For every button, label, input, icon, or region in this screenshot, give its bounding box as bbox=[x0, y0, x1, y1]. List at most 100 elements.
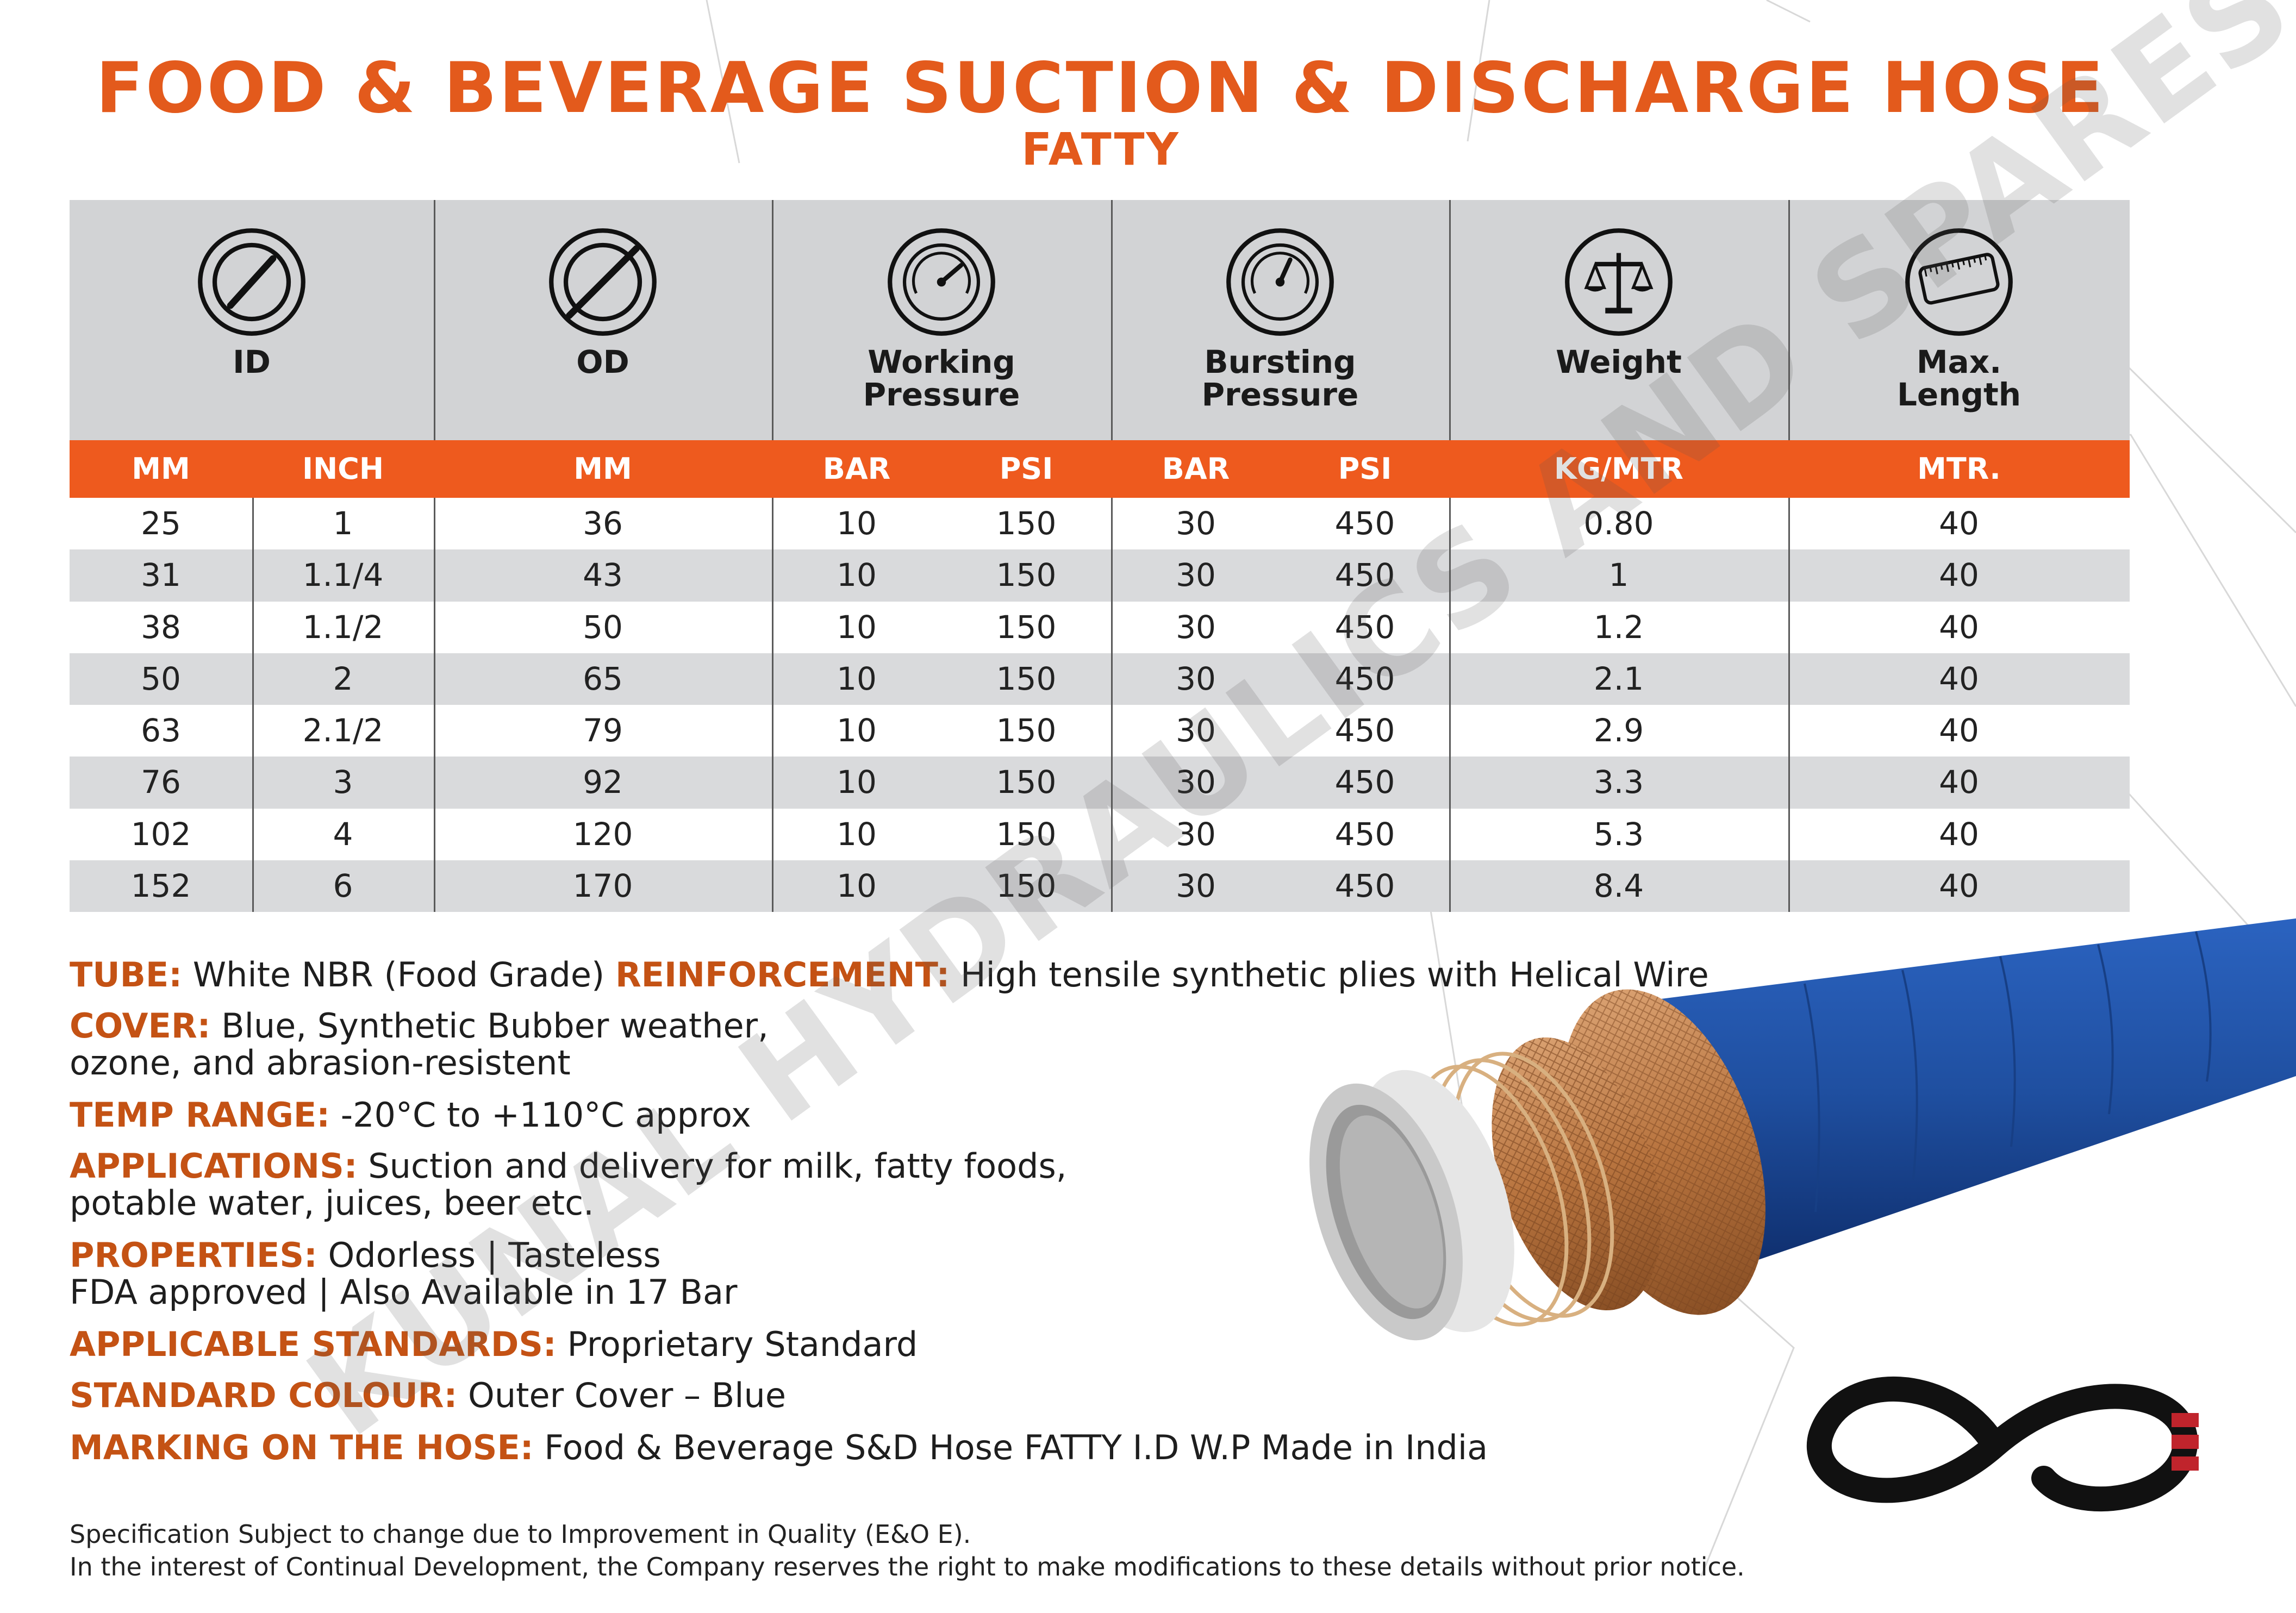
divider bbox=[434, 705, 435, 757]
table-row: 152 6 170 10 150 30 450 8.4 40 bbox=[70, 860, 2130, 912]
table-row: 63 2.1/2 79 10 150 30 450 2.9 40 bbox=[70, 705, 2130, 757]
table-cell: 92 bbox=[583, 764, 623, 801]
divider bbox=[772, 705, 773, 757]
divider bbox=[1111, 653, 1113, 705]
table-cell: 2.1/2 bbox=[302, 712, 384, 749]
divider bbox=[1449, 653, 1451, 705]
header-od-label: OD bbox=[576, 343, 629, 380]
table-cell: 450 bbox=[1334, 608, 1395, 646]
table-cell: 30 bbox=[1176, 557, 1216, 594]
divider bbox=[252, 498, 254, 550]
divider bbox=[1449, 549, 1451, 602]
table-cell: 2 bbox=[333, 660, 353, 697]
spec-label: APPLICABLE STANDARDS: bbox=[70, 1324, 557, 1364]
header-bursting-pressure: Bursting Pressure bbox=[1111, 200, 1449, 440]
page-title: FOOD & BEVERAGE SUCTION & DISCHARGE HOSE bbox=[96, 48, 2106, 129]
table-cell: 43 bbox=[583, 557, 623, 594]
table-cell: 10 bbox=[837, 660, 877, 697]
table-cell: 36 bbox=[583, 505, 623, 542]
divider bbox=[1111, 860, 1113, 912]
spec-label: MARKING ON THE HOSE: bbox=[70, 1428, 534, 1467]
divider bbox=[252, 705, 254, 757]
table-cell: 170 bbox=[572, 867, 633, 905]
pressure-gauge-icon bbox=[888, 228, 995, 336]
divider bbox=[1788, 705, 1790, 757]
divider bbox=[252, 860, 254, 912]
header-working-pressure: Working Pressure bbox=[772, 200, 1111, 440]
table-cell: 65 bbox=[583, 660, 623, 697]
divider bbox=[1111, 498, 1113, 550]
divider bbox=[772, 498, 773, 550]
table-cell: 40 bbox=[1939, 712, 1979, 749]
table-cell: 450 bbox=[1334, 815, 1395, 853]
unit-weight: KG/MTR bbox=[1553, 452, 1684, 486]
table-cell: 30 bbox=[1176, 867, 1216, 905]
divider bbox=[772, 860, 773, 912]
divider bbox=[1449, 757, 1451, 809]
table-cell: 150 bbox=[996, 557, 1057, 594]
divider bbox=[252, 549, 254, 602]
unit-header-row: MM INCH MM BAR PSI BAR PSI KG/MTR MTR. bbox=[70, 440, 2130, 498]
divider bbox=[1788, 601, 1790, 653]
table-cell: 102 bbox=[130, 815, 191, 853]
table-cell: 1 bbox=[1608, 557, 1629, 594]
divider bbox=[1111, 808, 1113, 861]
table-cell: 38 bbox=[141, 608, 181, 646]
divider bbox=[772, 808, 773, 861]
table-cell: 30 bbox=[1176, 505, 1216, 542]
divider bbox=[1449, 200, 1451, 440]
spec-tube: TUBE: White NBR (Food Grade) REINFORCEME… bbox=[70, 956, 1709, 993]
divider bbox=[1788, 757, 1790, 809]
spec-value: Food & Beverage S&D Hose FATTY I.D W.P M… bbox=[533, 1428, 1488, 1467]
table-cell: 1.1/4 bbox=[302, 557, 384, 594]
table-cell: 10 bbox=[837, 712, 877, 749]
table-cell: 3 bbox=[333, 764, 353, 801]
table-cell: 40 bbox=[1939, 505, 1979, 542]
table-row: 76 3 92 10 150 30 450 3.3 40 bbox=[70, 757, 2130, 809]
unit-wp-psi: PSI bbox=[999, 452, 1053, 486]
spec-label: REINFORCEMENT: bbox=[615, 955, 950, 995]
table-cell: 30 bbox=[1176, 764, 1216, 801]
table-cell: 120 bbox=[572, 815, 633, 853]
table-cell: 150 bbox=[996, 505, 1057, 542]
divider bbox=[252, 808, 254, 861]
unit-id-inch: INCH bbox=[302, 452, 384, 486]
table-cell: 50 bbox=[141, 660, 181, 697]
spec-properties-cont: FDA approved | Also Available in 17 Bar bbox=[70, 1272, 738, 1312]
spec-value: Suction and delivery for milk, fatty foo… bbox=[357, 1146, 1067, 1186]
divider bbox=[772, 200, 773, 440]
spec-label: TUBE: bbox=[70, 955, 183, 995]
divider bbox=[434, 549, 435, 602]
divider bbox=[772, 601, 773, 653]
table-cell: 40 bbox=[1939, 557, 1979, 594]
table-cell: 450 bbox=[1334, 557, 1395, 594]
table-cell: 150 bbox=[996, 608, 1057, 646]
divider bbox=[772, 757, 773, 809]
spec-value: -20°C to +110°C approx bbox=[330, 1095, 751, 1135]
divider bbox=[1111, 549, 1113, 602]
table-cell: 150 bbox=[996, 660, 1057, 697]
table-cell: 10 bbox=[837, 557, 877, 594]
table-row: 25 1 36 10 150 30 450 0.80 40 bbox=[70, 498, 2130, 550]
table-cell: 31 bbox=[141, 557, 181, 594]
measuring-tape-icon bbox=[1905, 228, 2013, 336]
unit-bp-psi: PSI bbox=[1338, 452, 1392, 486]
table-cell: 1 bbox=[333, 505, 353, 542]
company-logo bbox=[1807, 1377, 2199, 1512]
spec-properties: PROPERTIES: Odorless | Tasteless bbox=[70, 1237, 661, 1274]
outer-diameter-icon bbox=[549, 228, 657, 336]
unit-length: MTR. bbox=[1917, 452, 2001, 486]
header-weight-label: Weight bbox=[1556, 343, 1682, 380]
table-cell: 63 bbox=[141, 712, 181, 749]
spec-value: Proprietary Standard bbox=[556, 1324, 918, 1364]
table-cell: 2.9 bbox=[1593, 712, 1644, 749]
divider bbox=[252, 757, 254, 809]
table-cell: 5.3 bbox=[1593, 815, 1644, 853]
divider bbox=[434, 808, 435, 861]
divider bbox=[772, 549, 773, 602]
table-cell: 6 bbox=[333, 867, 353, 905]
hose-image bbox=[1309, 918, 2296, 1341]
spec-applications: APPLICATIONS: Suction and delivery for m… bbox=[70, 1148, 1066, 1185]
spec-temp: TEMP RANGE: -20°C to +110°C approx bbox=[70, 1097, 751, 1134]
table-row: 38 1.1/2 50 10 150 30 450 1.2 40 bbox=[70, 601, 2130, 653]
